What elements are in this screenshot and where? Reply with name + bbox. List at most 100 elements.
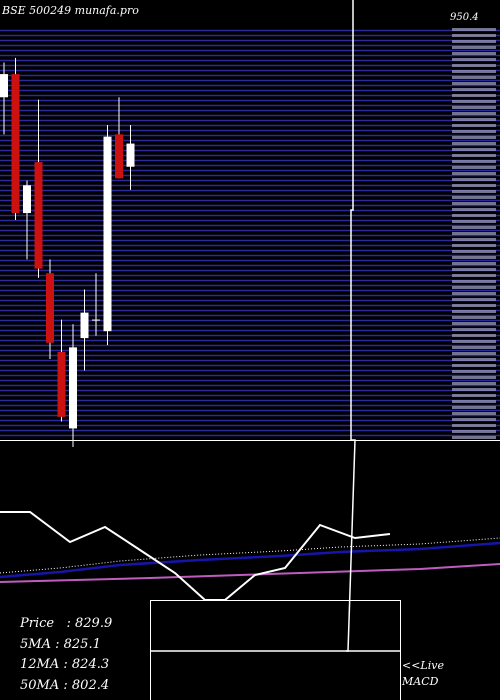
- price-tick-label: [452, 184, 496, 187]
- price-label: Price: [20, 616, 55, 631]
- price-tick-label: [452, 160, 496, 163]
- price-tick-label: [452, 322, 496, 325]
- candle-body-up: [23, 185, 31, 214]
- price-tick-label: [452, 250, 496, 253]
- ma12-label: 12MA: [20, 657, 60, 672]
- price-tick-label: [452, 202, 496, 205]
- stats-panel: Price : 829.9 5MA : 825.1 12MA : 824.3 5…: [20, 614, 112, 696]
- price-tick-label: [452, 286, 496, 289]
- live-macd-label: <<Live MACD: [402, 658, 444, 690]
- price-tick-label: [452, 298, 496, 301]
- candle-body-up: [92, 319, 100, 321]
- price-tick-label: [452, 70, 496, 73]
- candle-body-down: [34, 162, 43, 269]
- candle-body-up: [126, 143, 135, 167]
- price-tick-label: [452, 406, 496, 409]
- price-tick-label: [452, 172, 496, 175]
- price-tick-label: [452, 304, 496, 307]
- ma12-value: 824.3: [71, 657, 110, 672]
- price-tick-label: [452, 148, 496, 151]
- dotted-signal-line: [0, 537, 500, 574]
- price-tick-label: [452, 382, 496, 385]
- price-tick-label: [452, 136, 496, 139]
- price-tick-label: [452, 94, 496, 97]
- price-tick-label: [452, 178, 496, 181]
- price-tick-label: [452, 142, 496, 145]
- price-tick-label: [452, 166, 496, 169]
- price-tick-label: [452, 424, 496, 427]
- price-axis-labels: 950.4: [450, 12, 496, 439]
- price-tick-label: [452, 394, 496, 397]
- candle-body-down: [46, 273, 54, 343]
- price-tick-label: [452, 328, 496, 331]
- watermark: BSE 500249 munafa.pro: [2, 4, 139, 17]
- price-tick-label: [452, 436, 496, 439]
- price-tick-label: [452, 190, 496, 193]
- price-tick-label: [452, 268, 496, 271]
- price-tick-label: [452, 52, 496, 55]
- indicator-panel: [0, 511, 500, 601]
- price-tick-label: [452, 370, 496, 373]
- overlays: [150, 0, 401, 700]
- candles: [0, 57, 135, 447]
- top-price-label: 950.4: [450, 12, 479, 23]
- price-tick-label: [452, 418, 496, 421]
- candle: [34, 99, 43, 278]
- white-indicator-line: [0, 511, 391, 601]
- price-tick-label: [452, 310, 496, 313]
- pink-ma-line: [0, 563, 500, 583]
- ma50-row: 50MA : 802.4: [20, 677, 110, 693]
- price-tick-label: [452, 112, 496, 115]
- ma50-label: 50MA: [20, 677, 60, 693]
- price-tick-label: [452, 256, 496, 259]
- live-price-trace: [346, 0, 356, 652]
- ma12-row: 12MA : 824.3: [20, 657, 110, 672]
- price-tick-label: [452, 82, 496, 85]
- price-tick-label: [452, 280, 496, 283]
- price-tick-label: [452, 130, 496, 133]
- price-tick-label: [452, 376, 496, 379]
- price-tick-label: [452, 244, 496, 247]
- candle: [92, 273, 100, 336]
- price-tick-label: [452, 106, 496, 109]
- price-tick-label: [452, 124, 496, 127]
- candle-body-down: [57, 352, 66, 417]
- price-tick-label: [452, 364, 496, 367]
- candle: [11, 57, 20, 220]
- candle-body-up: [103, 136, 112, 332]
- candle: [46, 259, 54, 359]
- price-tick-label: [452, 58, 496, 61]
- price-tick-label: [452, 208, 496, 211]
- ma5-label: 5MA: [20, 636, 51, 652]
- ma50-value: 802.4: [71, 677, 110, 693]
- price-tick-label: [452, 262, 496, 265]
- ma5-value: 825.1: [63, 636, 101, 652]
- price-tick-label: [452, 274, 496, 277]
- price-tick-label: [452, 118, 496, 121]
- price-tick-label: [452, 226, 496, 229]
- candle: [0, 62, 8, 135]
- price-tick-label: [452, 358, 496, 361]
- price-tick-label: [452, 316, 496, 319]
- macd-label: MACD: [402, 675, 439, 688]
- price-tick-label: [452, 214, 496, 217]
- price-tick-label: [452, 46, 496, 49]
- candle-body-down: [115, 134, 123, 179]
- price-tick-label: [452, 412, 496, 415]
- price-tick-label: [452, 154, 496, 157]
- price-tick-label: [452, 88, 496, 91]
- candle-body-up: [69, 347, 77, 429]
- price-tick-label: [452, 100, 496, 103]
- price-tick-label: [452, 64, 496, 67]
- price-tick-label: [452, 430, 496, 433]
- price-tick-label: [452, 238, 496, 241]
- price-tick-label: [452, 292, 496, 295]
- live-link[interactable]: <<Live: [402, 659, 444, 672]
- candle: [115, 97, 123, 179]
- price-row: Price : 829.9: [20, 616, 113, 631]
- candle-body-down: [11, 74, 20, 214]
- candle-body-up: [80, 312, 89, 339]
- price-tick-label: [452, 40, 496, 43]
- blue-ma-line: [0, 541, 500, 579]
- candle: [23, 180, 31, 260]
